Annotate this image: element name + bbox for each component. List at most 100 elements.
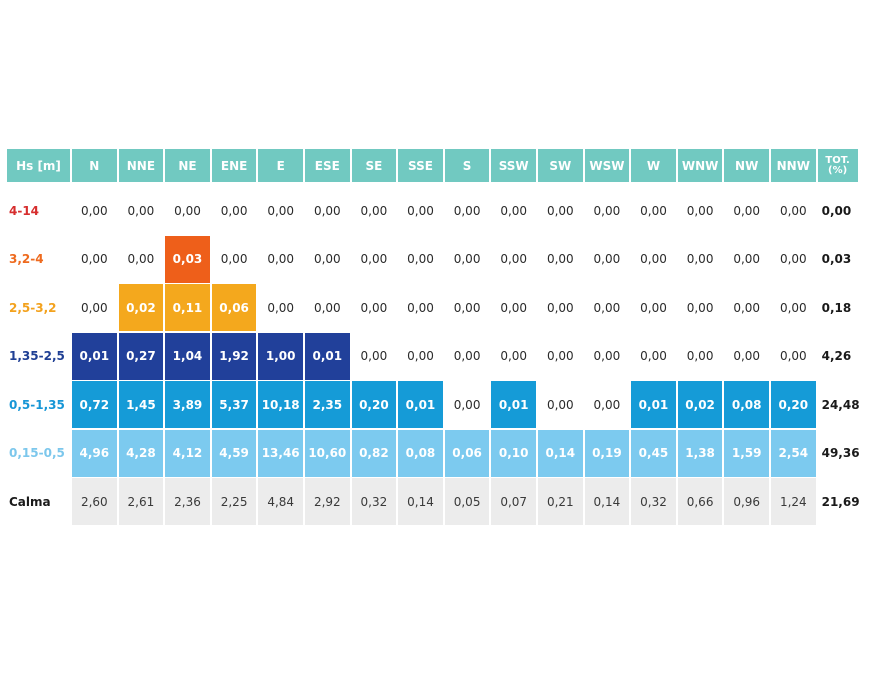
- data-cell: 0,01: [398, 381, 443, 428]
- data-cell: 5,37: [211, 381, 257, 428]
- data-cell: 1,24: [771, 478, 816, 525]
- row-label: 1,35-2,5: [9, 349, 65, 363]
- header-hs: Hs [m]: [7, 149, 70, 182]
- data-cell: 0,00: [500, 300, 528, 315]
- data-cell: 0,00: [779, 349, 807, 363]
- data-cell: 0,00: [546, 252, 574, 266]
- data-cell: 1,59: [724, 429, 769, 477]
- data-cell: 0,19: [584, 429, 630, 477]
- data-cell: 0,32: [631, 478, 676, 525]
- data-cell: 0,02: [118, 284, 164, 331]
- data-cell: 0,00: [500, 349, 528, 363]
- data-cell: 0,00: [360, 252, 388, 266]
- data-cell: 2,54: [771, 429, 816, 477]
- row-total: 24,48: [821, 397, 860, 412]
- data-cell: 0,00: [686, 252, 714, 266]
- data-cell: 0,01: [305, 332, 350, 380]
- row-total: 0,18: [821, 300, 852, 315]
- data-cell: 0,72: [72, 381, 117, 428]
- header-direction: ENE: [211, 149, 257, 182]
- data-cell: 0,11: [165, 284, 210, 331]
- data-cell: 0,08: [398, 429, 443, 477]
- data-cell: 0,21: [538, 478, 583, 525]
- data-cell: 0,00: [686, 203, 714, 218]
- table-row: 0,15-0,5 4,96 4,28 4,12 4,59 13,46 10,60 0,82 0,…: [7, 429, 867, 477]
- table-row: 0,5-1,35 0,72 1,45 3,89 5,37 10,18 2,35 0,20 0,0…: [7, 381, 867, 428]
- data-cell: 10,18: [258, 381, 303, 428]
- data-cell: 4,84: [258, 478, 303, 525]
- data-cell: 0,00: [80, 300, 108, 315]
- header-direction: E: [258, 149, 303, 182]
- data-cell: 0,00: [779, 300, 807, 315]
- header-direction: NE: [165, 149, 210, 182]
- header-direction: NNE: [118, 149, 164, 182]
- data-cell: 0,00: [453, 397, 481, 412]
- data-cell: 0,00: [733, 203, 761, 218]
- data-cell: 0,00: [407, 349, 434, 363]
- data-cell: 0,00: [313, 203, 341, 218]
- data-cell: 0,00: [733, 252, 761, 266]
- row-label: 4-14: [9, 203, 40, 218]
- table-row: 1,35-2,5 0,01 0,27 1,04 1,92 1,00 0,01 0,00 0,00…: [7, 332, 867, 380]
- data-cell: 0,00: [267, 300, 295, 315]
- data-cell: 0,00: [733, 300, 761, 315]
- data-cell: 0,00: [267, 252, 295, 266]
- data-cell: 0,00: [313, 300, 341, 315]
- header-direction: NNW: [771, 149, 816, 182]
- data-cell: 0,00: [407, 300, 434, 315]
- data-cell: 0,00: [80, 252, 108, 266]
- data-cell: 0,00: [500, 203, 528, 218]
- data-cell: 3,89: [165, 381, 210, 428]
- data-cell: 2,61: [118, 478, 164, 525]
- data-cell: 1,00: [258, 332, 303, 380]
- header-direction: SSW: [491, 149, 536, 182]
- data-cell: 0,05: [444, 478, 490, 525]
- data-cell: 1,38: [677, 429, 723, 477]
- data-cell: 0,00: [593, 203, 621, 218]
- header-direction: NW: [724, 149, 769, 182]
- data-cell: 0,00: [453, 203, 481, 218]
- data-cell: 0,20: [771, 381, 816, 428]
- header-row: Hs [m] N NNE NE ENE E ESE SE SSE S SSW SW WSW W WNW NW N…: [7, 149, 867, 182]
- header-direction: SSE: [398, 149, 443, 182]
- header-direction: S: [444, 149, 490, 182]
- row-label: 0,5-1,35: [9, 397, 65, 412]
- data-cell: 4,96: [72, 429, 117, 477]
- data-cell: 13,46: [258, 429, 303, 477]
- data-cell: 0,00: [220, 203, 248, 218]
- data-cell: 4,59: [211, 429, 257, 477]
- data-cell: 1,92: [211, 332, 257, 380]
- data-cell: 0,00: [640, 252, 667, 266]
- data-cell: 0,00: [127, 203, 155, 218]
- data-cell: 2,36: [165, 478, 210, 525]
- data-cell: 0,00: [360, 349, 388, 363]
- row-total: 49,36: [821, 446, 860, 460]
- row-total: 21,69: [821, 494, 860, 509]
- header-direction: ESE: [305, 149, 350, 182]
- data-cell: 0,66: [677, 478, 723, 525]
- data-cell: 0,00: [500, 252, 528, 266]
- data-cell: 0,45: [631, 429, 676, 477]
- data-cell: 0,00: [546, 397, 574, 412]
- data-cell: 0,01: [72, 332, 117, 380]
- row-total: 0,00: [821, 203, 852, 218]
- data-cell: 0,00: [640, 349, 667, 363]
- data-cell: 0,00: [640, 300, 667, 315]
- data-cell: 0,82: [351, 429, 397, 477]
- data-cell: 0,96: [724, 478, 769, 525]
- data-cell: 0,00: [453, 349, 481, 363]
- data-cell: 0,27: [118, 332, 164, 380]
- header-direction: N: [72, 149, 117, 182]
- data-cell: 0,20: [351, 381, 397, 428]
- data-cell: 4,12: [165, 429, 210, 477]
- data-cell: 0,00: [593, 397, 621, 412]
- data-cell: 0,00: [640, 203, 667, 218]
- data-cell: 0,00: [546, 300, 574, 315]
- data-cell: 0,00: [593, 349, 621, 363]
- data-cell: 2,92: [305, 478, 350, 525]
- data-cell: 0,00: [174, 203, 201, 218]
- row-total: 4,26: [821, 349, 852, 363]
- data-cell: 1,04: [165, 332, 210, 380]
- data-cell: 0,00: [80, 203, 108, 218]
- header-total: TOT. (%): [817, 149, 858, 182]
